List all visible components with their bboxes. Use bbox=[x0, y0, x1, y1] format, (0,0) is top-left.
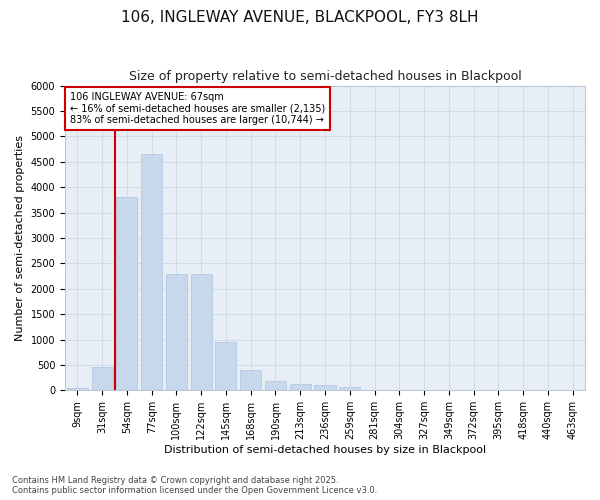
Bar bbox=[67, 388, 88, 390]
Bar bbox=[166, 274, 187, 390]
Bar bbox=[265, 380, 286, 390]
Bar bbox=[290, 384, 311, 390]
Title: Size of property relative to semi-detached houses in Blackpool: Size of property relative to semi-detach… bbox=[128, 70, 521, 83]
Text: 106 INGLEWAY AVENUE: 67sqm
← 16% of semi-detached houses are smaller (2,135)
83%: 106 INGLEWAY AVENUE: 67sqm ← 16% of semi… bbox=[70, 92, 325, 125]
Bar bbox=[240, 370, 261, 390]
Text: Contains HM Land Registry data © Crown copyright and database right 2025.
Contai: Contains HM Land Registry data © Crown c… bbox=[12, 476, 377, 495]
Bar bbox=[92, 368, 113, 390]
Y-axis label: Number of semi-detached properties: Number of semi-detached properties bbox=[15, 135, 25, 341]
Text: 106, INGLEWAY AVENUE, BLACKPOOL, FY3 8LH: 106, INGLEWAY AVENUE, BLACKPOOL, FY3 8LH bbox=[121, 10, 479, 25]
Bar bbox=[141, 154, 162, 390]
Bar bbox=[215, 342, 236, 390]
Bar bbox=[339, 386, 360, 390]
Bar bbox=[116, 198, 137, 390]
X-axis label: Distribution of semi-detached houses by size in Blackpool: Distribution of semi-detached houses by … bbox=[164, 445, 486, 455]
Bar bbox=[314, 386, 335, 390]
Bar bbox=[191, 274, 212, 390]
